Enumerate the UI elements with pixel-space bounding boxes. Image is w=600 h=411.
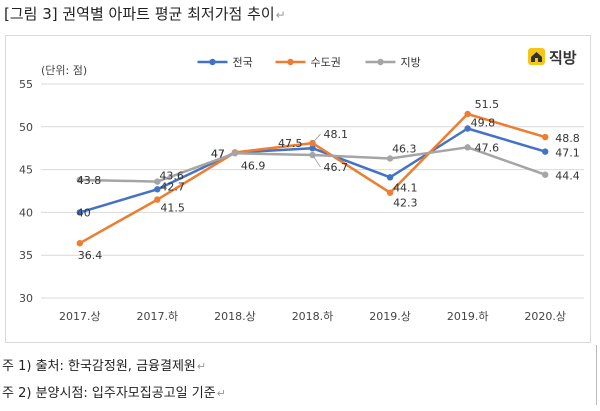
- x-tick-label: 2017.상: [59, 310, 101, 323]
- series-line-2: [79, 112, 546, 245]
- data-label: 48.8: [555, 132, 580, 145]
- data-point: [76, 209, 83, 216]
- data-label: 42.3: [393, 197, 418, 210]
- y-tick-label: 40: [19, 206, 33, 219]
- x-tick-label: 2019.상: [369, 310, 411, 323]
- data-label: 46.7: [324, 161, 349, 174]
- legend-label: 지방: [401, 56, 421, 69]
- data-point: [154, 178, 161, 185]
- x-tick-label: 2018.상: [214, 310, 256, 323]
- footnote-2-text: 주 2) 분양시점: 입주자모집공고일 기준: [2, 386, 216, 401]
- data-label: 49.8: [471, 117, 496, 130]
- data-label: 47: [211, 147, 225, 160]
- data-point: [154, 196, 161, 203]
- data-label: 41.5: [160, 202, 185, 215]
- x-tick-label: 2017.하: [137, 309, 179, 323]
- data-label-leader: [312, 133, 321, 144]
- data-point: [386, 189, 394, 196]
- data-point: [542, 171, 549, 178]
- legend-marker: [287, 58, 294, 66]
- y-tick-label: 35: [19, 249, 33, 262]
- house-door: [535, 58, 538, 62]
- data-point: [231, 150, 239, 157]
- data-point: [542, 148, 549, 155]
- data-label: 47.6: [475, 141, 500, 154]
- data-point: [76, 176, 83, 184]
- y-tick-label: 50: [19, 121, 33, 134]
- return-mark: ↵: [216, 387, 226, 400]
- house-shape: [531, 52, 542, 62]
- data-point: [386, 155, 394, 162]
- data-label: 44.4: [555, 170, 580, 183]
- return-mark: ↵: [196, 360, 207, 373]
- data-point: [76, 240, 83, 247]
- chart-frame: (단위: 점) 30 35 40 45 50 55 2017.상 2017.하 2018.상 201…: [5, 35, 591, 343]
- margin-bar: [596, 345, 597, 405]
- data-label: 43.6: [159, 170, 184, 183]
- y-tick-label: 30: [19, 292, 33, 305]
- footnote-1: 주 1) 출처: 한국감정원, 금융결제원↵: [2, 355, 206, 374]
- y-tick-label: 55: [19, 78, 33, 91]
- legend-marker: [209, 58, 216, 66]
- data-label: 51.5: [475, 98, 500, 111]
- data-label: 48.1: [324, 128, 349, 141]
- data-label-leader: [312, 154, 321, 168]
- data-label: 46.3: [392, 142, 417, 155]
- data-point: [386, 174, 394, 181]
- data-label: 44.1: [393, 181, 418, 194]
- legend-marker: [377, 58, 384, 66]
- data-label: 42.7: [160, 180, 185, 193]
- x-tick-label: 2018.하: [292, 309, 334, 323]
- data-point: [464, 125, 471, 132]
- figure-title-text: [그림 3] 권역별 아파트 평균 최저가점 추이: [4, 5, 275, 23]
- data-label: 43.8: [77, 174, 102, 187]
- data-label: 47.5: [278, 137, 303, 150]
- data-label: 47.1: [555, 147, 580, 160]
- footnote-1-text: 주 1) 출처: 한국감정원, 금융결제원: [2, 359, 196, 374]
- data-label: 47: [211, 147, 225, 160]
- y-tick-label: 45: [19, 164, 33, 177]
- data-label: 40: [77, 206, 91, 219]
- x-tick-label: 2020.상: [524, 310, 566, 323]
- data-point: [309, 145, 316, 152]
- data-label: 46.9: [241, 159, 266, 172]
- x-tick-label: 2019.하: [447, 309, 489, 323]
- legend-label: 수도권: [311, 56, 341, 69]
- line-chart: (단위: 점) 30 35 40 45 50 55 2017.상 2017.하 2018.상 201…: [19, 48, 584, 323]
- data-point: [154, 186, 161, 193]
- unit-label: (단위: 점): [41, 64, 87, 77]
- legend-label: 전국: [233, 56, 253, 69]
- data-point: [464, 110, 471, 118]
- logo-text: 직방: [549, 49, 577, 67]
- figure-title: [그림 3] 권역별 아파트 평균 최저가점 추이↵: [4, 3, 286, 24]
- data-point: [542, 133, 549, 141]
- data-label: 36.4: [78, 249, 103, 262]
- data-point: [464, 144, 471, 151]
- return-mark: ↵: [275, 8, 286, 22]
- footnote-2: 주 2) 분양시점: 입주자모집공고일 기준↵: [2, 382, 226, 401]
